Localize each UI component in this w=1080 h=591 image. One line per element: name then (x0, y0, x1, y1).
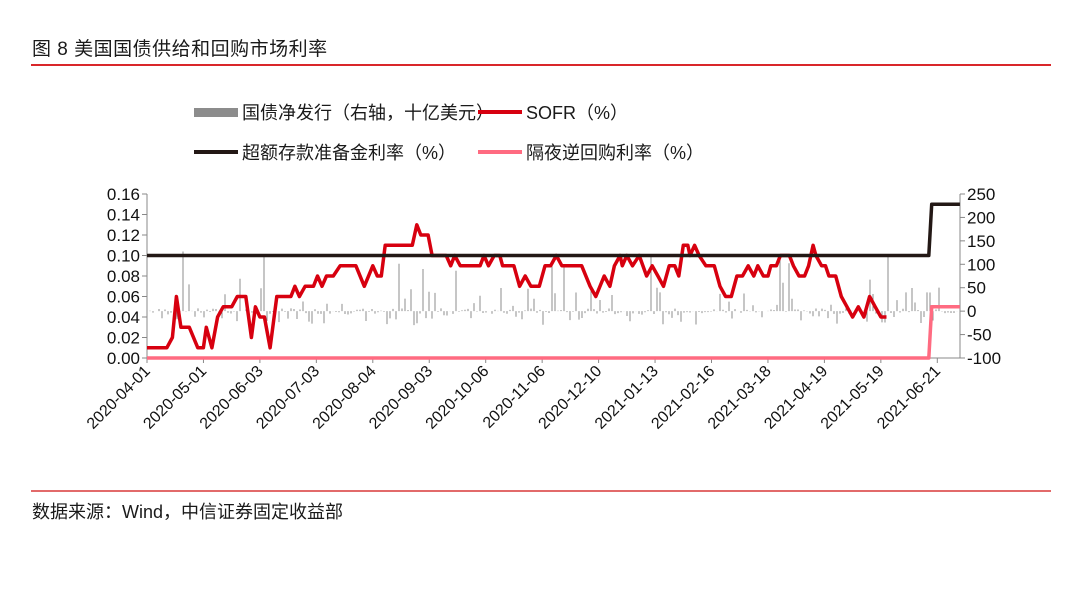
svg-text:0: 0 (967, 302, 976, 321)
svg-text:0.06: 0.06 (107, 288, 140, 307)
chart-axes (142, 193, 965, 363)
svg-text:0.08: 0.08 (107, 267, 140, 286)
svg-text:200: 200 (967, 208, 995, 227)
svg-text:0.10: 0.10 (107, 247, 140, 266)
series-line (147, 202, 960, 258)
svg-text:0.04: 0.04 (107, 308, 140, 327)
svg-text:0.00: 0.00 (107, 349, 140, 368)
chart-plot: 0.000.02 0.040.06 0.080.10 0.120.14 0.16 -100… (84, 185, 1001, 433)
svg-text:250: 250 (967, 185, 995, 204)
svg-text:100: 100 (967, 255, 995, 274)
source-note: 数据来源：Wind，中信证券固定收益部 (32, 502, 344, 522)
top-rule (31, 64, 1051, 66)
svg-text:50: 50 (967, 279, 986, 298)
svg-text:150: 150 (967, 232, 995, 251)
bottom-rule (31, 490, 1051, 492)
svg-text:0.14: 0.14 (107, 206, 140, 225)
svg-text:0.02: 0.02 (107, 329, 140, 348)
figure-title: 图 8 美国国债供给和回购市场利率 (32, 39, 328, 60)
svg-text:0.12: 0.12 (107, 226, 140, 245)
svg-text:0.16: 0.16 (107, 185, 140, 204)
svg-text:-50: -50 (967, 326, 992, 345)
rate-lines (147, 202, 960, 360)
series-line (147, 305, 960, 360)
svg-text:-100: -100 (967, 349, 1001, 368)
series-line (147, 223, 887, 350)
